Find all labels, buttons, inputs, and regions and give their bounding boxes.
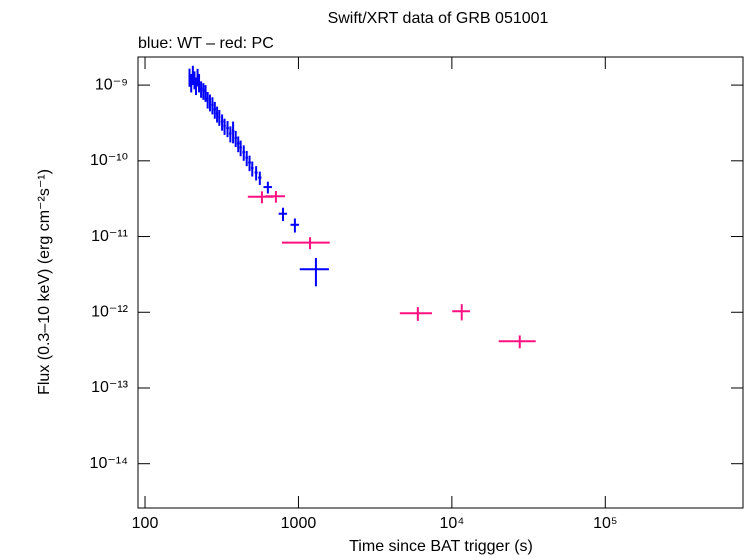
y-tick-label: 10⁻⁹: [95, 76, 128, 93]
y-tick-label: 10⁻¹²: [91, 303, 129, 320]
x-tick-label: 100: [132, 515, 159, 532]
y-tick-label: 10⁻¹⁴: [90, 455, 129, 472]
x-axis-label: Time since BAT trigger (s): [349, 538, 533, 555]
y-tick-label: 10⁻¹⁰: [90, 152, 128, 169]
y-tick-label: 10⁻¹¹: [91, 228, 128, 245]
chart-title: Swift/XRT data of GRB 051001: [328, 10, 549, 27]
y-tick-label: 10⁻¹³: [91, 379, 129, 396]
chart-subtitle: blue: WT – red: PC: [138, 35, 274, 52]
x-tick-label: 1000: [281, 515, 317, 532]
x-tick-label: 10⁵: [593, 515, 617, 532]
y-axis-label: Flux (0.3–10 keV) (erg cm⁻²s⁻¹): [36, 169, 53, 395]
plot-frame: [137, 56, 744, 509]
x-tick-label: 10⁴: [440, 515, 465, 532]
